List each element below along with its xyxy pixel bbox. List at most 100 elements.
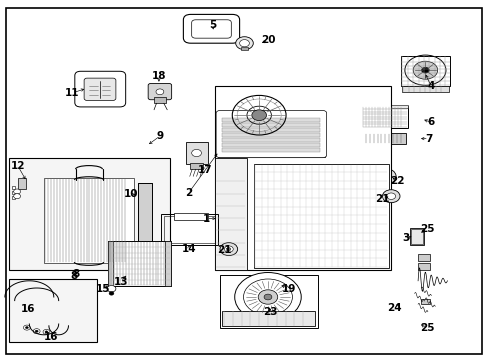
Text: 24: 24 — [386, 303, 401, 313]
Bar — [138, 183, 151, 258]
Text: 16: 16 — [21, 303, 36, 314]
Circle shape — [382, 175, 387, 178]
Circle shape — [239, 40, 249, 47]
FancyBboxPatch shape — [75, 71, 125, 107]
Text: 8: 8 — [72, 269, 79, 279]
Bar — [44, 178, 134, 263]
Bar — [217, 112, 325, 157]
Text: 4: 4 — [427, 81, 434, 91]
Bar — [161, 214, 217, 245]
Bar — [222, 128, 320, 132]
Bar — [220, 275, 317, 328]
Bar — [189, 163, 203, 169]
Text: 2: 2 — [184, 188, 191, 198]
Circle shape — [14, 194, 20, 199]
Text: 20: 20 — [260, 35, 275, 45]
Bar — [154, 97, 165, 103]
Text: 22: 22 — [389, 176, 404, 186]
Text: 9: 9 — [157, 131, 163, 141]
Text: 18: 18 — [151, 71, 166, 81]
FancyBboxPatch shape — [84, 78, 116, 100]
Text: 8: 8 — [71, 271, 78, 281]
Text: 25: 25 — [419, 224, 433, 234]
Text: 15: 15 — [95, 284, 110, 294]
Bar — [410, 229, 422, 244]
Text: 13: 13 — [113, 276, 128, 287]
Circle shape — [412, 61, 437, 79]
Text: 10: 10 — [123, 189, 138, 199]
Bar — [222, 138, 320, 142]
Circle shape — [45, 331, 48, 333]
FancyBboxPatch shape — [148, 84, 171, 100]
Circle shape — [107, 285, 116, 292]
Text: 7: 7 — [424, 134, 432, 144]
Text: 11: 11 — [65, 88, 80, 98]
Text: 1: 1 — [203, 213, 209, 224]
Bar — [222, 311, 315, 326]
Circle shape — [224, 246, 233, 252]
Text: 21: 21 — [216, 245, 231, 255]
Bar — [163, 216, 215, 243]
Circle shape — [258, 290, 277, 304]
Circle shape — [14, 189, 20, 194]
Text: 23: 23 — [263, 307, 277, 317]
Bar — [12, 191, 15, 194]
Text: 17: 17 — [198, 165, 212, 175]
Bar — [417, 263, 429, 270]
Bar — [222, 143, 320, 147]
Text: 16: 16 — [44, 332, 59, 342]
Circle shape — [109, 292, 114, 295]
Bar — [215, 158, 246, 270]
Bar — [241, 47, 247, 50]
Bar — [12, 196, 15, 199]
Text: 3: 3 — [402, 233, 408, 243]
Circle shape — [226, 248, 230, 251]
Bar — [409, 228, 424, 245]
Text: 14: 14 — [182, 244, 196, 254]
Bar — [222, 133, 320, 137]
Bar — [138, 183, 151, 258]
Bar — [12, 186, 15, 189]
Circle shape — [264, 294, 271, 300]
Circle shape — [382, 190, 399, 203]
Text: 12: 12 — [11, 161, 25, 171]
Bar — [165, 241, 171, 286]
Circle shape — [33, 329, 40, 334]
Bar — [420, 299, 429, 304]
Circle shape — [386, 193, 395, 199]
Text: 5: 5 — [209, 20, 216, 30]
Bar — [401, 86, 448, 92]
Circle shape — [379, 172, 390, 180]
Bar — [222, 123, 320, 127]
Text: 19: 19 — [282, 284, 296, 294]
Bar — [107, 241, 113, 286]
Text: 25: 25 — [419, 323, 433, 333]
Circle shape — [156, 89, 163, 95]
Bar — [9, 279, 97, 342]
Circle shape — [374, 168, 395, 184]
Text: 6: 6 — [427, 117, 434, 127]
Bar — [361, 106, 407, 128]
Circle shape — [23, 325, 30, 330]
Circle shape — [235, 37, 253, 50]
Bar — [364, 105, 407, 108]
Circle shape — [220, 243, 237, 256]
Bar — [9, 158, 170, 270]
Text: 21: 21 — [374, 194, 389, 204]
Bar — [222, 148, 320, 152]
Circle shape — [191, 149, 201, 157]
FancyBboxPatch shape — [216, 111, 326, 158]
Bar — [222, 118, 320, 122]
Circle shape — [421, 67, 428, 73]
Bar — [364, 133, 405, 144]
Bar — [185, 142, 207, 164]
Bar — [215, 86, 390, 270]
Circle shape — [251, 110, 266, 121]
Bar — [173, 213, 207, 220]
Bar — [254, 164, 388, 268]
Circle shape — [35, 330, 38, 332]
Bar — [18, 178, 26, 189]
Bar — [417, 254, 429, 261]
Circle shape — [43, 329, 50, 334]
Circle shape — [25, 327, 28, 329]
